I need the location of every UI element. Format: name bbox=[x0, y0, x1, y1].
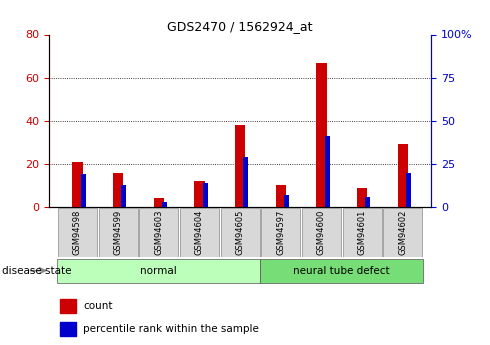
FancyBboxPatch shape bbox=[261, 207, 300, 257]
FancyBboxPatch shape bbox=[98, 207, 138, 257]
Bar bbox=[366, 197, 370, 207]
Bar bbox=[60, 322, 76, 336]
FancyBboxPatch shape bbox=[58, 207, 97, 257]
Bar bbox=[122, 185, 126, 207]
Bar bbox=[357, 188, 367, 207]
FancyBboxPatch shape bbox=[180, 207, 219, 257]
FancyBboxPatch shape bbox=[260, 259, 423, 283]
Text: GSM94600: GSM94600 bbox=[317, 209, 326, 255]
Title: GDS2470 / 1562924_at: GDS2470 / 1562924_at bbox=[168, 20, 313, 33]
Text: normal: normal bbox=[141, 266, 177, 276]
Bar bbox=[317, 62, 326, 207]
Text: neural tube defect: neural tube defect bbox=[294, 266, 390, 276]
Bar bbox=[406, 172, 411, 207]
Text: GSM94604: GSM94604 bbox=[195, 209, 204, 255]
FancyBboxPatch shape bbox=[302, 207, 341, 257]
Bar bbox=[60, 299, 76, 313]
Bar bbox=[195, 181, 204, 207]
Text: GSM94603: GSM94603 bbox=[154, 209, 163, 255]
Text: disease state: disease state bbox=[2, 266, 72, 276]
Bar bbox=[154, 198, 164, 207]
Text: GSM94601: GSM94601 bbox=[358, 209, 367, 255]
Bar bbox=[398, 145, 408, 207]
Bar bbox=[235, 125, 245, 207]
Bar bbox=[81, 174, 86, 207]
FancyBboxPatch shape bbox=[57, 259, 260, 283]
Text: percentile rank within the sample: percentile rank within the sample bbox=[83, 324, 259, 334]
Bar bbox=[203, 183, 208, 207]
Text: GSM94599: GSM94599 bbox=[114, 209, 122, 255]
Text: count: count bbox=[83, 301, 113, 311]
Text: GSM94597: GSM94597 bbox=[276, 209, 285, 255]
FancyBboxPatch shape bbox=[220, 207, 260, 257]
FancyBboxPatch shape bbox=[139, 207, 178, 257]
Text: GSM94598: GSM94598 bbox=[73, 209, 82, 255]
Bar bbox=[325, 136, 330, 207]
Text: GSM94602: GSM94602 bbox=[398, 209, 407, 255]
Bar bbox=[284, 195, 289, 207]
Bar bbox=[113, 172, 123, 207]
Bar bbox=[162, 202, 167, 207]
Bar bbox=[73, 162, 82, 207]
Bar bbox=[276, 186, 286, 207]
FancyBboxPatch shape bbox=[383, 207, 422, 257]
Bar bbox=[244, 157, 248, 207]
Text: GSM94605: GSM94605 bbox=[236, 209, 245, 255]
FancyBboxPatch shape bbox=[343, 207, 382, 257]
